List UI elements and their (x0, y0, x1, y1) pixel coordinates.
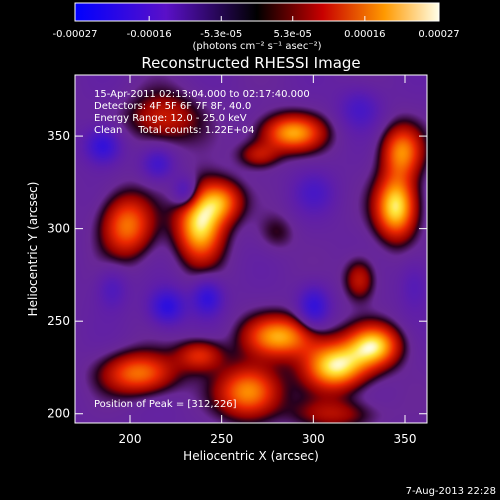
colorbar-tick-label: -0.00016 (127, 29, 172, 40)
colorbar-frame (74, 2, 440, 22)
heatmap-plot-area (75, 75, 427, 423)
heatmap-image (75, 75, 427, 423)
annotation-detectors: Detectors: 4F 5F 6F 7F 8F, 40.0 (94, 101, 251, 112)
colorbar-tick-label: 0.00016 (344, 29, 385, 40)
y-tick-label: 200 (47, 407, 70, 421)
colorbar-ticks: -0.00027 -0.00016 -5.3e-05 5.3e-05 0.00016 0.… (53, 16, 460, 40)
y-tick-label: 350 (47, 129, 70, 143)
y-tick-label: 300 (47, 222, 70, 236)
peak-position-label: Position of Peak = [312,226] (94, 399, 237, 410)
colorbar-tick-label: 0.00027 (418, 29, 459, 40)
annotation-time-range: 15-Apr-2011 02:13:04.000 to 02:17:40.000 (94, 89, 310, 100)
axis-ticks: 200 250 300 350 200 250 300 350 (47, 75, 427, 446)
colorbar-tick-label: -5.3e-05 (200, 29, 242, 40)
y-tick-label: 250 (47, 314, 70, 328)
y-axis-label: Heliocentric Y (arcsec) (26, 182, 40, 317)
footer-timestamp: 7-Aug-2013 22:28 (406, 486, 496, 497)
chart-title: Reconstructed RHESSI Image (141, 54, 360, 72)
annotation-counts: Clean Total counts: 1.22E+04 (94, 125, 254, 136)
x-tick-label: 300 (302, 432, 325, 446)
x-tick-label: 200 (119, 432, 142, 446)
x-tick-label: 250 (210, 432, 233, 446)
x-tick-label: 350 (394, 432, 417, 446)
colorbar-gradient (75, 3, 439, 21)
annotation-energy-range: Energy Range: 12.0 - 25.0 keV (94, 113, 247, 124)
colorbar-tick-label: -0.00027 (53, 29, 98, 40)
x-axis-label: Heliocentric X (arcsec) (183, 449, 319, 463)
colorbar-tick-label: 5.3e-05 (274, 29, 312, 40)
colorbar-units: (photons cm⁻² s⁻¹ asec⁻²) (192, 41, 321, 52)
colorbar: -0.00027 -0.00016 -5.3e-05 5.3e-05 0.00016 0.… (53, 2, 460, 52)
annotation-block: 15-Apr-2011 02:13:04.000 to 02:17:40.000… (94, 89, 310, 136)
plot-frame (74, 74, 428, 424)
